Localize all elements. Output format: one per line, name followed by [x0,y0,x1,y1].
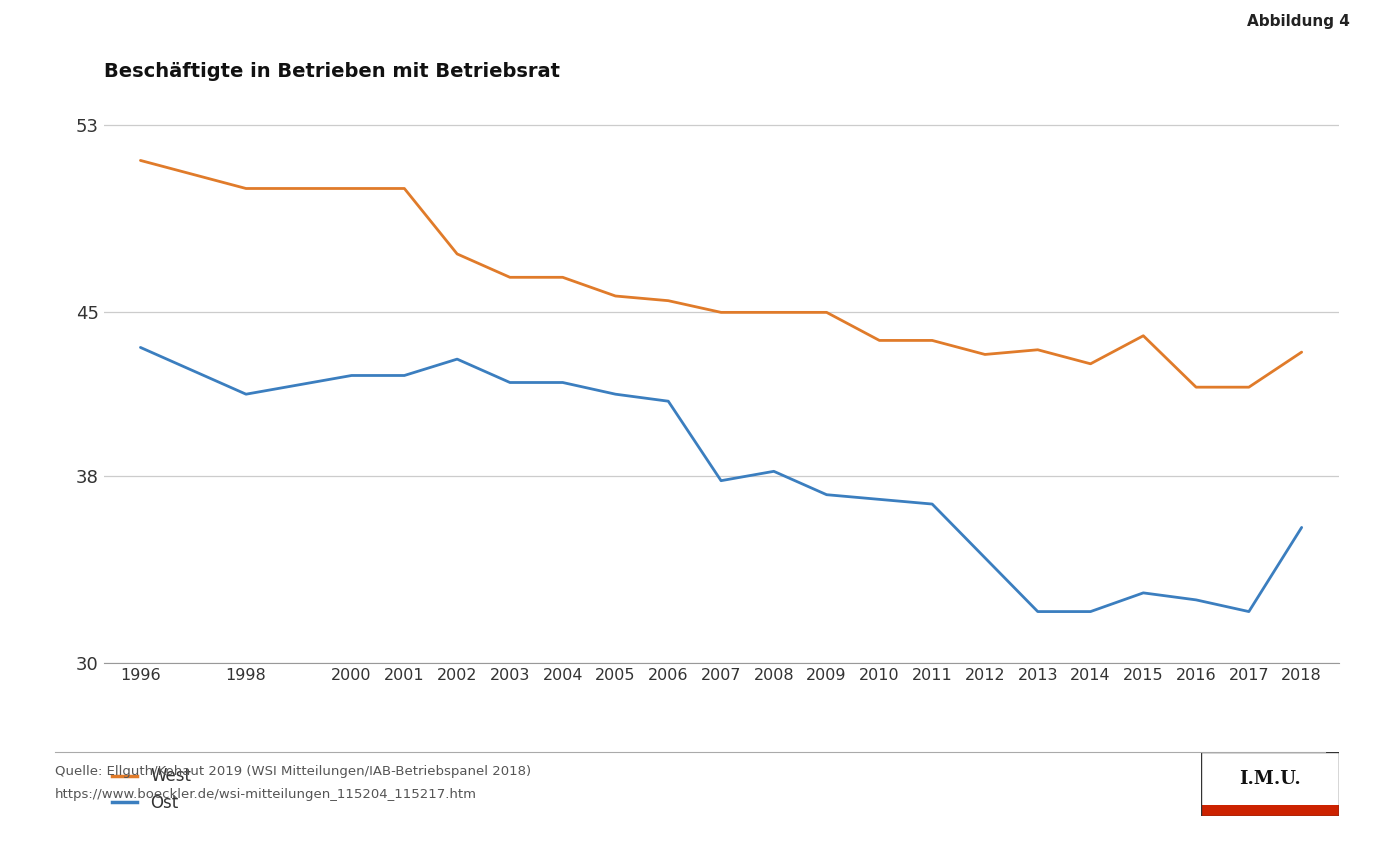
Legend: West, Ost: West, Ost [112,768,192,812]
Text: Beschäftigte in Betrieben mit Betriebsrat: Beschäftigte in Betrieben mit Betriebsra… [104,62,559,81]
Text: https://www.boeckler.de/wsi-mitteilungen_115204_115217.htm: https://www.boeckler.de/wsi-mitteilungen… [55,788,477,801]
Text: I.M.U.: I.M.U. [1239,770,1300,788]
FancyBboxPatch shape [1201,804,1339,816]
Text: Quelle: Ellguth/Kohaut 2019 (WSI Mitteilungen/IAB-Betriebspanel 2018): Quelle: Ellguth/Kohaut 2019 (WSI Mitteil… [55,765,531,778]
Text: Abbildung 4: Abbildung 4 [1246,14,1350,29]
